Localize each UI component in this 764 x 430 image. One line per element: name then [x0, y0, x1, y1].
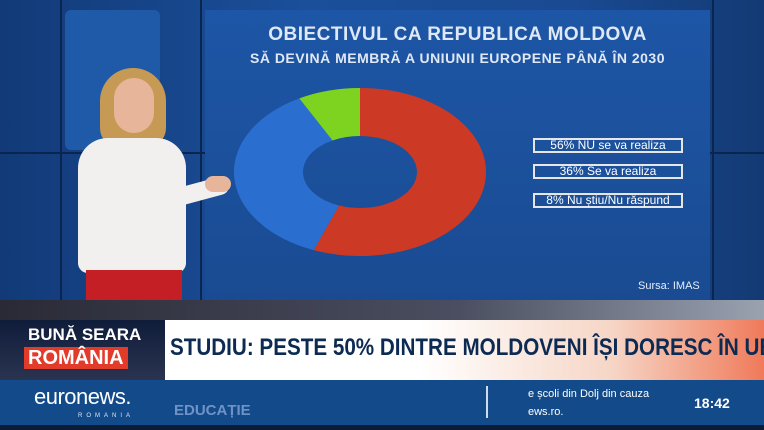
wall-divider — [60, 0, 62, 430]
show-name-line1: BUNĂ SEARA — [28, 325, 142, 344]
chart-title: OBIECTIVUL CA REPUBLICA MOLDOVA — [268, 24, 647, 45]
ticker-text-1: e școli din Dolj din cauza — [528, 388, 650, 400]
slice-unknown — [299, 88, 360, 141]
ticker-bar — [0, 380, 764, 425]
slice-yes — [234, 98, 340, 251]
legend-item-yes: 36% Se va realiza — [533, 164, 683, 179]
slice-no — [313, 88, 486, 256]
studio-desk — [0, 300, 764, 322]
donut-chart — [234, 88, 486, 256]
bottom-edge — [0, 425, 764, 430]
euronews-logo-sub: ROMANIA — [78, 413, 135, 419]
clock: 18:42 — [694, 395, 730, 411]
chart-source: Sursa: IMAS — [638, 280, 700, 292]
presenter-hand — [205, 176, 231, 192]
legend-item-no: 56% NU se va realiza — [533, 138, 683, 153]
wall-divider — [712, 0, 714, 430]
ticker-divider — [486, 386, 488, 418]
show-name-line2: ROMÂNIA — [24, 347, 128, 369]
chart-subtitle: SĂ DEVINĂ MEMBRĂ A UNIUNII EUROPENE PÂNĂ… — [249, 50, 666, 66]
headline: STUDIU: PESTE 50% DINTRE MOLDOVENI ÎȘI D… — [170, 334, 764, 361]
presenter-face — [114, 78, 154, 133]
euronews-logo: euronews. — [34, 384, 132, 409]
ticker-text-2: ews.ro. — [528, 406, 564, 418]
legend-item-unknown: 8% Nu știu/Nu răspund — [533, 193, 683, 208]
wall-divider — [200, 0, 202, 430]
news-category: EDUCAȚIE — [174, 402, 251, 419]
